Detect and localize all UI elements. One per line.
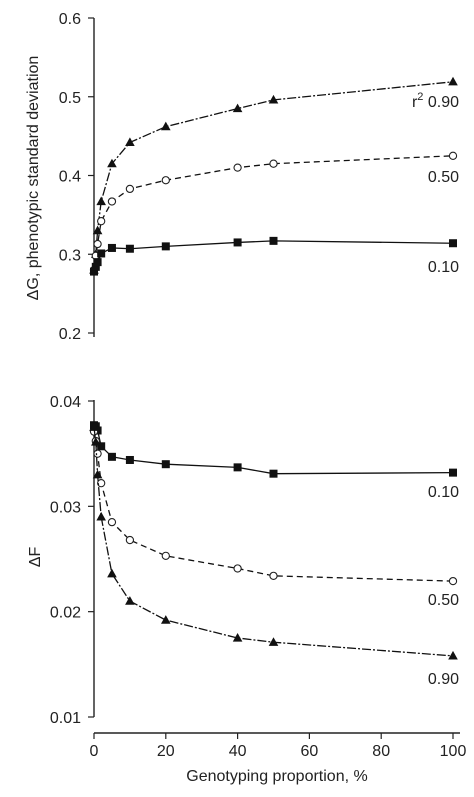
- series-label: 0.90: [428, 671, 459, 688]
- series-line: [93, 424, 454, 475]
- data-point: [233, 463, 242, 472]
- x-axis-label: Genotyping proportion, %: [186, 768, 367, 785]
- data-point: [97, 479, 106, 488]
- series-layer: [89, 421, 458, 660]
- data-point: [96, 196, 106, 206]
- data-point: [448, 76, 458, 86]
- y-tick-label: 0.01: [50, 710, 81, 727]
- data-point: [125, 535, 135, 545]
- data-point: [93, 239, 102, 249]
- series-0-50: [89, 151, 458, 275]
- data-point: [448, 650, 458, 660]
- data-point: [161, 460, 170, 469]
- data-point: [125, 184, 135, 194]
- data-point: [89, 422, 99, 431]
- y-axis-label: ΔF: [27, 547, 44, 568]
- data-point: [93, 449, 102, 458]
- series-layer: [89, 76, 458, 276]
- data-point: [233, 238, 242, 247]
- y-tick-label: 0.02: [50, 605, 81, 622]
- data-point: [161, 615, 171, 624]
- data-point: [97, 249, 106, 258]
- x-ticks: 0 20 40 60 80 100: [90, 733, 467, 760]
- data-point: [232, 633, 243, 642]
- y-axis-label: ΔG, phenotypic standard deviation: [25, 56, 42, 301]
- y-tick-label: 0.5: [59, 90, 81, 107]
- series-0-10: [90, 421, 457, 478]
- data-point: [92, 469, 103, 479]
- data-point: [268, 94, 279, 104]
- series-line: [93, 427, 454, 657]
- series-0-90: [89, 422, 458, 660]
- data-point: [125, 137, 135, 147]
- series-label: r2 0.90: [412, 91, 459, 111]
- data-point: [96, 511, 106, 521]
- data-point: [125, 596, 135, 605]
- y-tick-label: 0.4: [59, 169, 81, 186]
- data-point: [268, 637, 279, 646]
- data-point: [448, 576, 458, 586]
- x-tick-label: 20: [157, 743, 175, 760]
- y-tick-label: 0.04: [50, 394, 81, 411]
- data-point: [90, 437, 101, 446]
- series-label: 0.50: [428, 169, 459, 186]
- series-line: [93, 431, 454, 582]
- series-0-10: [90, 236, 457, 276]
- y-ticks: 0.01 0.02 0.03 0.04: [50, 394, 94, 727]
- x-tick-label: 100: [440, 743, 467, 760]
- data-point: [448, 151, 458, 160]
- data-point: [107, 197, 117, 206]
- y-tick-label: 0.03: [50, 499, 81, 516]
- x-tick-label: 40: [229, 743, 247, 760]
- data-point: [91, 262, 100, 271]
- series-labels: 0.10 0.50 0.90: [428, 484, 459, 688]
- series-0-50: [89, 427, 458, 586]
- data-point: [269, 236, 278, 245]
- data-point: [107, 452, 116, 461]
- y-tick-label: 0.2: [59, 326, 81, 343]
- data-point: [161, 242, 170, 251]
- series-label: 0.50: [428, 592, 459, 609]
- series-label: 0.10: [428, 259, 459, 276]
- data-point: [107, 243, 116, 252]
- data-point: [97, 442, 106, 451]
- data-point: [269, 159, 278, 168]
- data-point: [93, 258, 102, 267]
- data-point: [125, 244, 134, 253]
- data-point: [107, 158, 117, 168]
- y-tick-label: 0.6: [59, 11, 81, 28]
- y-ticks: 0.2 0.3 0.4 0.5 0.6: [59, 11, 94, 343]
- data-point: [161, 121, 171, 131]
- data-point: [449, 239, 457, 248]
- x-tick-label: 80: [372, 743, 390, 760]
- data-point: [232, 103, 243, 113]
- data-point: [90, 267, 98, 276]
- data-point: [92, 225, 103, 235]
- series-line: [93, 240, 454, 272]
- data-point: [269, 469, 278, 478]
- series-label: 0.10: [428, 484, 459, 501]
- bottom-panel: ΔF Genotyping proportion, % 0.01 0.02 0.03…: [27, 394, 466, 785]
- data-point: [161, 551, 170, 560]
- y-tick-label: 0.3: [59, 247, 81, 264]
- x-tick-label: 60: [301, 743, 319, 760]
- data-point: [107, 568, 117, 578]
- data-point: [97, 217, 106, 226]
- data-point: [269, 571, 278, 581]
- x-tick-label: 0: [90, 743, 99, 760]
- data-point: [125, 455, 134, 464]
- series-labels: r2 0.90 0.50 0.10: [412, 91, 459, 276]
- data-point: [161, 176, 170, 185]
- data-point: [233, 564, 242, 573]
- series-line: [93, 155, 454, 271]
- data-point: [449, 468, 457, 477]
- data-point: [107, 517, 117, 527]
- top-panel: ΔG, phenotypic standard deviation 0.2 0.3…: [25, 11, 459, 343]
- data-point: [233, 163, 242, 172]
